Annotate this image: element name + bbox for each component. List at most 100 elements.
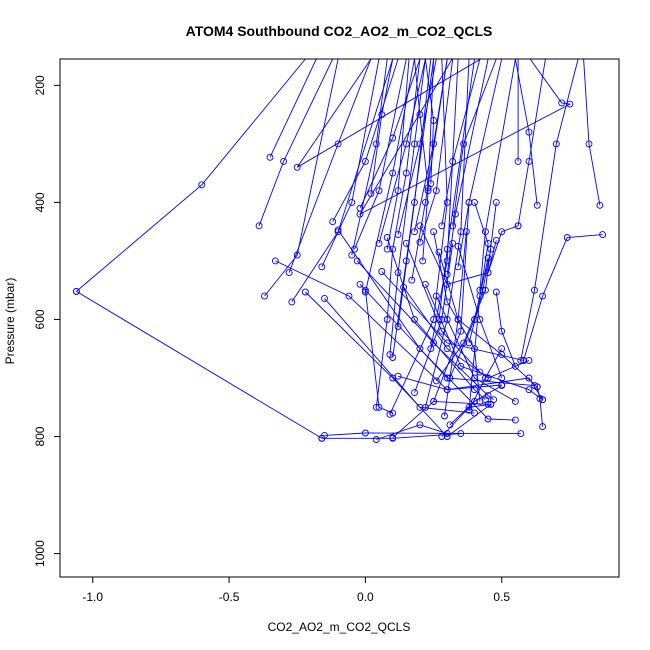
series-72 bbox=[520, 231, 607, 364]
series-line bbox=[354, 59, 407, 250]
series-line bbox=[446, 59, 489, 275]
data-point bbox=[465, 339, 473, 347]
data-point bbox=[454, 263, 462, 271]
series-61 bbox=[446, 382, 506, 429]
series-40 bbox=[411, 59, 448, 236]
series-line bbox=[324, 432, 521, 436]
data-point bbox=[430, 339, 438, 347]
series-line bbox=[438, 252, 538, 388]
series-line bbox=[523, 234, 603, 361]
data-point bbox=[375, 239, 383, 247]
data-point bbox=[334, 140, 342, 148]
data-point bbox=[301, 288, 309, 296]
series-line bbox=[76, 59, 306, 292]
data-point bbox=[419, 257, 427, 265]
data-point bbox=[525, 386, 533, 394]
data-point bbox=[484, 269, 492, 277]
x-tick-label: 0.0 bbox=[357, 590, 374, 604]
series-56 bbox=[438, 59, 481, 230]
series-line bbox=[375, 59, 421, 408]
data-point bbox=[361, 429, 369, 437]
data-point bbox=[271, 257, 279, 265]
data-point bbox=[533, 383, 541, 391]
data-point bbox=[383, 316, 391, 323]
series-42 bbox=[416, 59, 454, 246]
data-point bbox=[378, 268, 386, 275]
data-point bbox=[261, 292, 268, 300]
data-point bbox=[471, 374, 478, 382]
y-tick-label: 400 bbox=[33, 192, 47, 212]
data-point bbox=[465, 198, 473, 206]
data-point bbox=[389, 245, 397, 253]
series-line bbox=[321, 433, 461, 439]
series-70 bbox=[492, 288, 519, 370]
data-point bbox=[457, 362, 465, 370]
data-point bbox=[498, 327, 506, 335]
series-67 bbox=[465, 198, 492, 414]
series-12 bbox=[329, 59, 399, 226]
data-point bbox=[411, 198, 418, 206]
data-point bbox=[585, 140, 593, 148]
series-76 bbox=[533, 383, 547, 431]
series-52 bbox=[432, 198, 500, 385]
series-line bbox=[444, 231, 467, 417]
series-line bbox=[495, 291, 516, 367]
series-line bbox=[449, 385, 502, 426]
data-point bbox=[408, 276, 416, 284]
data-point bbox=[563, 234, 571, 241]
series-48 bbox=[424, 59, 438, 188]
data-point bbox=[416, 345, 424, 353]
data-point bbox=[514, 157, 522, 165]
data-point bbox=[372, 403, 380, 411]
data-point bbox=[454, 242, 462, 250]
data-point bbox=[438, 433, 446, 440]
data-point bbox=[525, 374, 533, 382]
data-point bbox=[514, 222, 522, 230]
series-62 bbox=[449, 59, 497, 230]
chart-title: ATOM4 Southbound CO2_AO2_m_CO2_QCLS bbox=[186, 23, 493, 39]
data-point bbox=[599, 231, 607, 239]
series-73 bbox=[514, 59, 546, 230]
series-line bbox=[389, 59, 448, 415]
series-line bbox=[269, 59, 317, 158]
data-point bbox=[402, 169, 410, 177]
data-point bbox=[421, 403, 429, 411]
data-point bbox=[539, 292, 547, 300]
series-18 bbox=[348, 59, 388, 259]
series-line bbox=[468, 202, 489, 411]
data-point bbox=[552, 140, 560, 148]
series-line bbox=[457, 59, 503, 267]
data-point bbox=[394, 269, 402, 277]
series-line bbox=[397, 59, 437, 235]
data-point bbox=[435, 248, 443, 256]
data-point bbox=[372, 140, 380, 148]
data-point bbox=[438, 222, 446, 230]
series-line bbox=[376, 424, 448, 440]
series-11 bbox=[318, 59, 380, 271]
data-point bbox=[511, 362, 519, 370]
data-point bbox=[498, 345, 506, 353]
data-point bbox=[394, 187, 402, 195]
data-point bbox=[558, 99, 566, 107]
series-6 bbox=[285, 59, 372, 277]
series-line bbox=[435, 295, 516, 402]
x-tick-label: -1.0 bbox=[82, 590, 103, 604]
y-axis-label: Pressure (mbar) bbox=[3, 278, 17, 365]
data-point bbox=[484, 415, 492, 423]
series-59 bbox=[443, 59, 489, 278]
data-point bbox=[389, 169, 397, 177]
data-point bbox=[430, 397, 438, 405]
data-point bbox=[427, 180, 435, 188]
data-point bbox=[389, 354, 397, 361]
data-point bbox=[454, 316, 462, 323]
series-line bbox=[424, 284, 543, 401]
data-point bbox=[492, 198, 500, 206]
data-point bbox=[383, 234, 391, 241]
series-line bbox=[386, 59, 410, 250]
plot-frame bbox=[59, 58, 620, 578]
data-point bbox=[285, 269, 293, 277]
data-point bbox=[457, 430, 465, 438]
series-21 bbox=[361, 59, 415, 296]
series-line bbox=[403, 287, 530, 379]
